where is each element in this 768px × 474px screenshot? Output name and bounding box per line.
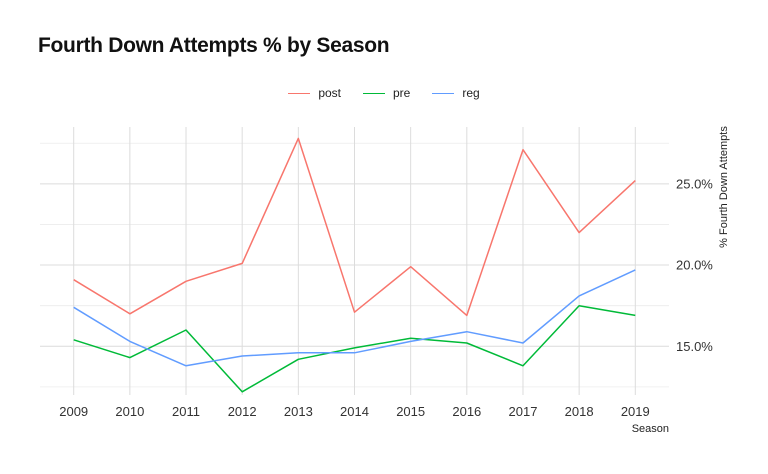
x-tick-label: 2014 [340, 404, 369, 419]
legend-label-pre: pre [393, 86, 411, 100]
x-tick-label: 2012 [228, 404, 257, 419]
major-gridlines [40, 127, 669, 395]
y-axis-tick-labels: 15.0% 20.0% 25.0% [676, 176, 713, 353]
legend-item-pre[interactable]: pre [363, 86, 410, 100]
x-tick-label: 2019 [621, 404, 650, 419]
y-axis-title: % Fourth Down Attempts [718, 126, 730, 248]
y-tick-label: 25.0% [676, 176, 713, 191]
x-tick-label: 2017 [509, 404, 538, 419]
series-line-reg [73, 269, 636, 367]
chart-title: Fourth Down Attempts % by Season [38, 34, 390, 57]
legend: post pre reg [0, 86, 768, 100]
legend-label-reg: reg [462, 86, 480, 100]
x-tick-label: 2011 [172, 404, 200, 419]
x-tick-label: 2013 [284, 404, 313, 419]
legend-swatch-pre [363, 92, 385, 94]
x-tick-label: 2015 [396, 404, 425, 419]
series-line-post [73, 137, 636, 317]
legend-item-post[interactable]: post [288, 86, 341, 100]
y-tick-label: 15.0% [676, 339, 713, 354]
legend-item-reg[interactable]: reg [432, 86, 480, 100]
legend-swatch-reg [432, 92, 455, 94]
series-lines [73, 137, 636, 393]
legend-swatch-post [288, 92, 311, 94]
y-tick-label: 20.0% [676, 258, 713, 273]
x-tick-label: 2016 [452, 404, 481, 419]
x-tick-label: 2010 [115, 404, 144, 419]
legend-label-post: post [318, 86, 341, 100]
x-tick-label: 2009 [59, 404, 88, 419]
series-line-pre [73, 304, 636, 393]
x-axis-title: Season [632, 423, 669, 435]
x-tick-label: 2018 [565, 404, 594, 419]
x-axis-tick-labels: 2009 2010 2011 2012 2013 2014 2015 2016 2017 2018… [59, 404, 650, 419]
